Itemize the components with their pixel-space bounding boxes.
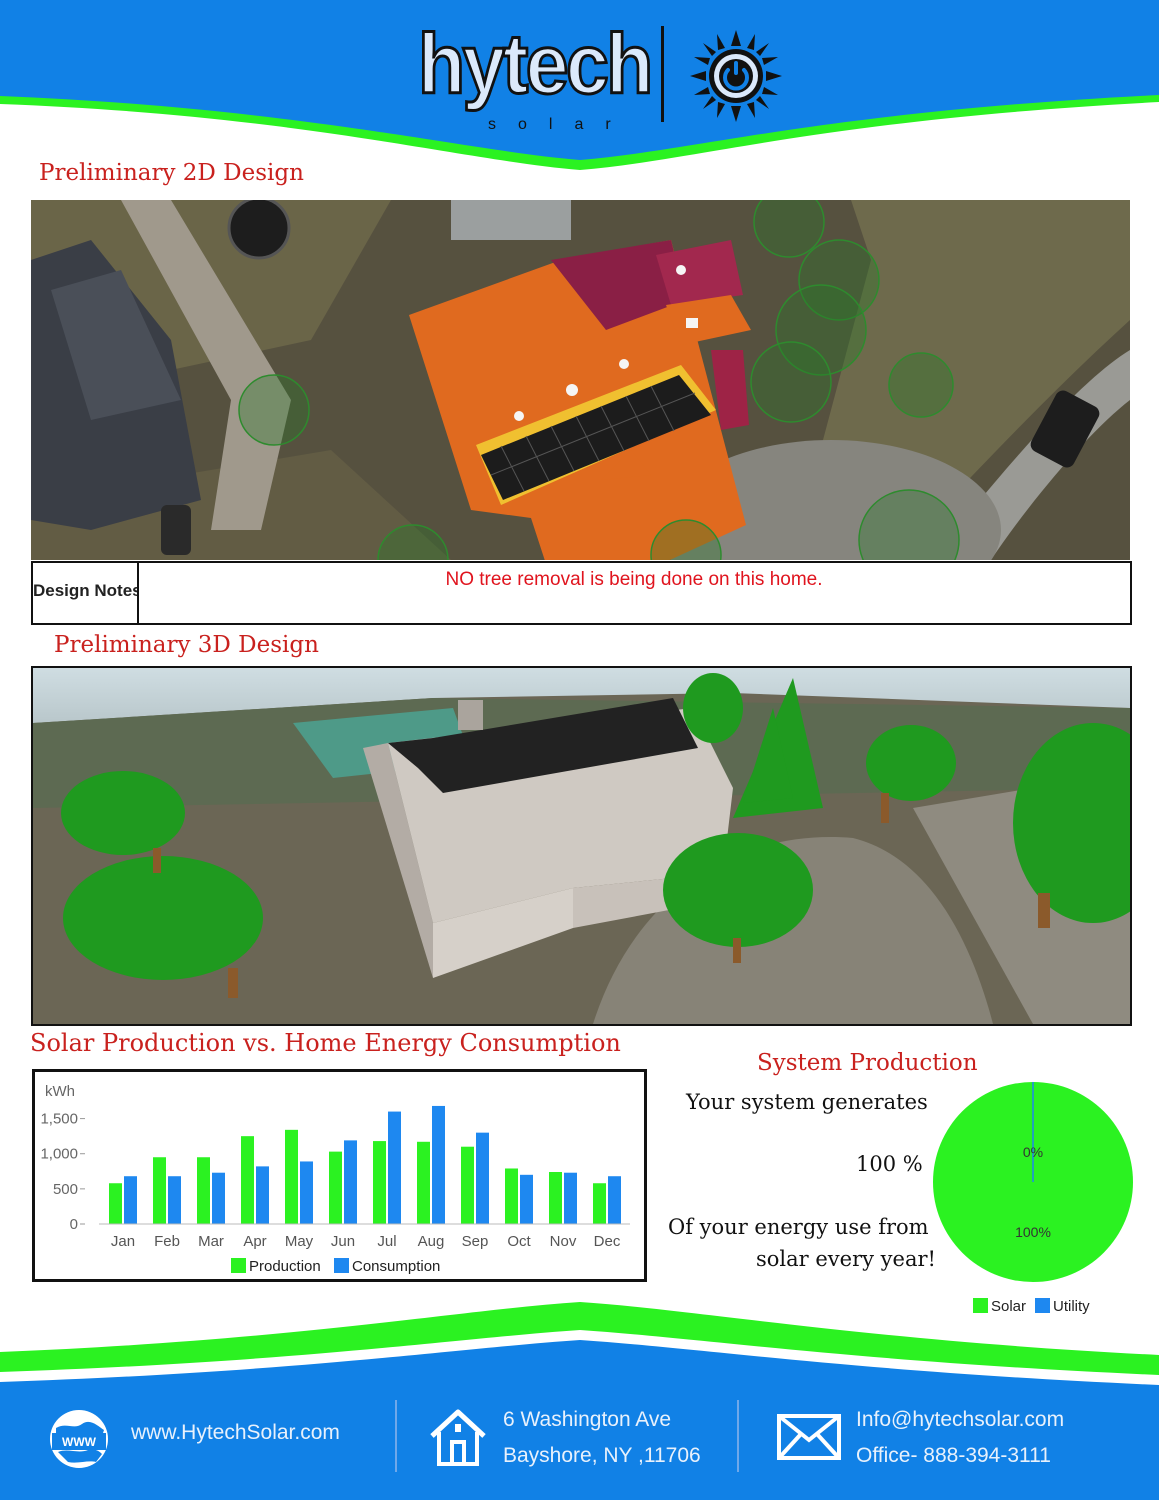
x-tick-label: Oct <box>507 1233 531 1250</box>
production-vs-consumption-chart: kWh 0 500 1,000 1,500 Jan Feb Mar Apr May Jun Jul… <box>32 1069 647 1282</box>
bar-production-mar <box>197 1157 210 1224</box>
x-tick-label: Nov <box>550 1233 577 1250</box>
bar-consumption-apr <box>256 1166 269 1224</box>
bar-production-sep <box>461 1146 474 1224</box>
solar-every-year-text: solar every year! <box>756 1247 936 1271</box>
design-notes-text: NO tree removal is being done on this ho… <box>445 569 823 590</box>
footer-banner <box>0 1300 1159 1500</box>
globe-icon-label: WWW <box>62 1435 97 1449</box>
pie-legend-swatch-utility <box>1035 1298 1050 1313</box>
bar-production-jul <box>373 1141 386 1224</box>
pie-label-solar: 100% <box>1015 1224 1051 1240</box>
footer-email[interactable]: Info@hytechsolar.com <box>856 1408 1065 1431</box>
bar-production-may <box>285 1129 298 1224</box>
x-tick-label: Jun <box>331 1233 355 1250</box>
footer-divider-1 <box>395 1400 397 1472</box>
x-tick-label: Mar <box>198 1233 224 1250</box>
sun-power-icon <box>690 30 782 122</box>
energy-use-text: Of your energy use from <box>668 1215 929 1239</box>
design-notes-box: Design Notes: NO tree removal is being d… <box>31 561 1132 625</box>
x-tick-label: Jan <box>111 1233 135 1250</box>
rendered-3d-design-image <box>31 666 1132 1026</box>
pie-legend-label-solar: Solar <box>991 1298 1026 1315</box>
production-chart-title: Solar Production vs. Home Energy Consump… <box>30 1029 621 1057</box>
y-tick-label: 1,500 <box>40 1111 78 1128</box>
home-icon <box>430 1409 486 1466</box>
bar-consumption-sep <box>476 1132 489 1224</box>
solar-share-pie-chart: 100% 0% Solar Utility <box>933 1082 1133 1315</box>
bar-production-aug <box>417 1141 430 1224</box>
bar-consumption-feb <box>168 1176 181 1224</box>
bar-consumption-aug <box>432 1105 445 1224</box>
x-tick-label: Apr <box>243 1233 266 1250</box>
bar-production-oct <box>505 1168 518 1224</box>
logo-tagline: solar <box>488 116 633 133</box>
bar-consumption-may <box>300 1161 313 1224</box>
footer-divider-2 <box>737 1400 739 1472</box>
footer-background <box>0 1302 1159 1500</box>
footer-address-line2: Bayshore, NY ,11706 <box>503 1444 701 1467</box>
bar-consumption-jan <box>124 1176 137 1224</box>
design-3d-title: Preliminary 3D Design <box>54 632 319 658</box>
y-tick-label: 1,000 <box>40 1146 78 1163</box>
footer-address-line1: 6 Washington Ave <box>503 1408 672 1431</box>
x-tick-label: Sep <box>462 1233 489 1250</box>
legend-swatch-consumption <box>334 1258 349 1273</box>
bar-production-jan <box>109 1183 122 1224</box>
solar-percent-text: 100 % <box>856 1152 923 1176</box>
x-tick-label: May <box>285 1233 314 1250</box>
bar-consumption-mar <box>212 1172 225 1224</box>
bar-consumption-jun <box>344 1140 357 1224</box>
globe-icon: WWW <box>50 1410 108 1468</box>
bar-chart-svg: kWh 0 500 1,000 1,500 Jan Feb Mar Apr May Jun Jul… <box>40 1083 630 1275</box>
y-tick-label: 0 <box>70 1216 78 1233</box>
legend-label-consumption: Consumption <box>352 1258 440 1275</box>
footer-website[interactable]: www.HytechSolar.com <box>131 1421 340 1444</box>
x-tick-label: Aug <box>418 1233 445 1250</box>
envelope-icon <box>777 1414 841 1460</box>
y-tick-label: 500 <box>53 1181 78 1198</box>
design-2d-title: Preliminary 2D Design <box>39 160 304 186</box>
bar-production-nov <box>549 1172 562 1224</box>
bar-consumption-jul <box>388 1111 401 1224</box>
aerial-2d-design-image <box>31 200 1130 560</box>
bar-production-dec <box>593 1183 606 1224</box>
bar-production-feb <box>153 1157 166 1224</box>
pie-legend-swatch-solar <box>973 1298 988 1313</box>
y-axis-label: kWh <box>45 1083 75 1100</box>
bar-consumption-oct <box>520 1174 533 1224</box>
system-generates-text: Your system generates <box>686 1090 928 1114</box>
footer-phone: Office- 888-394-3111 <box>856 1444 1051 1467</box>
system-production-title: System Production <box>757 1050 978 1076</box>
bar-consumption-dec <box>608 1176 621 1224</box>
x-tick-label: Dec <box>594 1233 621 1250</box>
pie-legend-label-utility: Utility <box>1053 1298 1090 1315</box>
pie-label-utility: 0% <box>1023 1144 1043 1160</box>
x-tick-label: Jul <box>377 1233 396 1250</box>
legend-label-production: Production <box>249 1258 321 1275</box>
x-tick-label: Feb <box>154 1233 180 1250</box>
bar-production-apr <box>241 1136 254 1224</box>
header-background <box>0 0 1159 170</box>
header-banner: hytech solar <box>0 0 1159 175</box>
legend-swatch-production <box>231 1258 246 1273</box>
logo-divider <box>661 26 664 122</box>
bar-consumption-nov <box>564 1172 577 1224</box>
design-notes-label: Design Notes: <box>33 563 139 623</box>
logo-wordmark: hytech <box>417 17 655 111</box>
bar-production-jun <box>329 1151 342 1224</box>
